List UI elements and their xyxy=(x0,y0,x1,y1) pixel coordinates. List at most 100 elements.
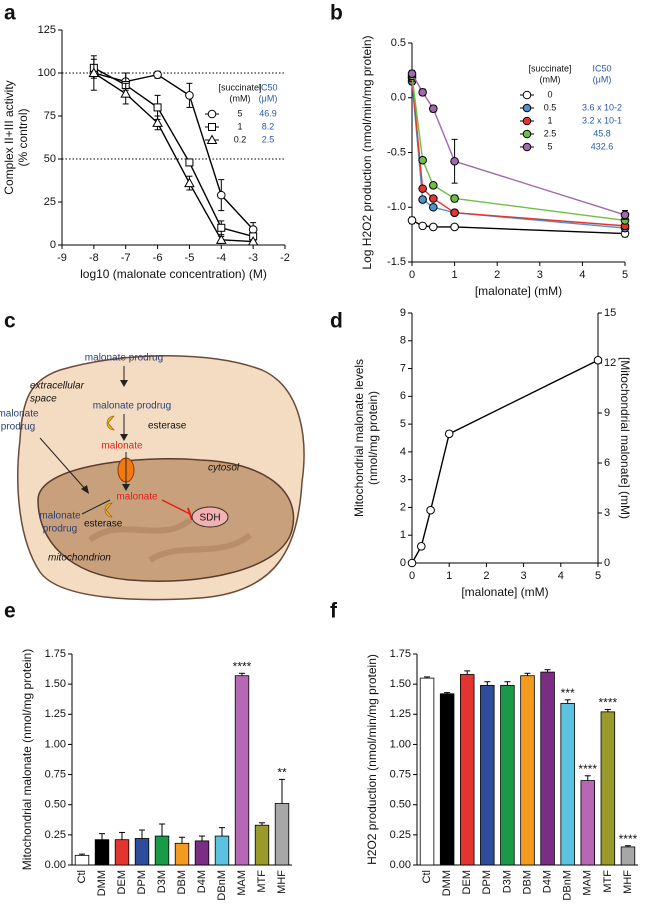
series-line xyxy=(411,219,626,235)
marker xyxy=(450,156,459,166)
marker xyxy=(418,155,427,165)
y-tick-label: 100 xyxy=(38,67,56,79)
marker xyxy=(429,222,438,232)
marker xyxy=(88,67,100,77)
y-tick-label: 0.00 xyxy=(390,859,411,871)
x-tick-label: D3M xyxy=(156,870,168,893)
bar xyxy=(480,684,495,866)
y-axis-label: (% control) xyxy=(16,108,30,166)
bar xyxy=(500,684,515,866)
marker xyxy=(120,88,132,98)
bar xyxy=(74,854,90,866)
fit-line xyxy=(411,359,599,564)
significance: ** xyxy=(277,766,287,780)
x-tick-label: DBnM xyxy=(562,870,574,901)
panel-letter: e xyxy=(4,600,16,623)
y-tick-label: 1.00 xyxy=(45,738,66,750)
y-tick-label: 0 xyxy=(50,239,56,251)
series-line xyxy=(411,77,626,227)
label: prodrug xyxy=(43,524,77,535)
y-tick-label: 2 xyxy=(400,501,406,513)
x-tick-label: -2 xyxy=(280,252,290,264)
y-tick-label: 1.75 xyxy=(45,648,66,660)
bar xyxy=(600,711,616,866)
x-tick-label: 5 xyxy=(595,570,601,582)
marker xyxy=(593,355,603,365)
series-line xyxy=(93,72,254,243)
series-line xyxy=(93,72,254,230)
bar xyxy=(580,780,596,866)
marker xyxy=(450,208,459,218)
y-tick-label: 75 xyxy=(44,110,56,122)
legend-title: IC50 xyxy=(258,82,277,92)
x-tick-label: -5 xyxy=(185,252,195,264)
x-tick-label: DPM xyxy=(136,870,148,894)
marker xyxy=(407,216,417,225)
label: SDH xyxy=(199,513,220,524)
marker xyxy=(429,202,438,212)
y-axis-label: Log H2O2 production (nmol/min/mg protein… xyxy=(360,35,374,269)
marker xyxy=(417,542,426,551)
label: extracellular xyxy=(30,381,85,392)
legend-label: 0.5 xyxy=(544,102,557,112)
x-tick-label: D3M xyxy=(501,870,513,893)
marker xyxy=(216,190,226,200)
x-tick-label: DBM xyxy=(176,870,188,894)
x-tick-label: -6 xyxy=(153,252,163,264)
x-tick-label: -3 xyxy=(248,252,258,264)
x-axis-label: [malonate] (mM) xyxy=(461,585,548,599)
label: esterase xyxy=(148,421,187,432)
marker xyxy=(522,103,532,113)
y-axis-label: Complex II+III activity xyxy=(2,80,16,194)
significance: **** xyxy=(619,832,638,846)
bar xyxy=(154,835,170,866)
y-tick-label: 1.50 xyxy=(390,678,411,690)
y-tick-label: -1.0 xyxy=(387,201,406,213)
marker xyxy=(522,116,532,126)
arrow xyxy=(81,499,111,515)
bar xyxy=(439,693,455,866)
bar xyxy=(234,675,250,866)
label: malonate xyxy=(101,441,143,452)
x-tick-label: DEM xyxy=(116,870,128,894)
marker xyxy=(247,236,259,246)
marker xyxy=(153,103,162,112)
y2-tick-label: 6 xyxy=(604,457,610,469)
legend-label: 0.2 xyxy=(234,134,247,144)
marker xyxy=(522,129,532,139)
marker xyxy=(248,225,258,234)
marker xyxy=(418,195,427,204)
arrow-head xyxy=(120,380,128,387)
arrow-head xyxy=(120,434,128,441)
y2-axis-label: [Mitochondrial malonate] (mM) xyxy=(618,357,632,519)
marker xyxy=(522,90,532,100)
y-tick-label: 1 xyxy=(400,529,406,541)
bar xyxy=(194,840,210,866)
y-tick-label: 1.25 xyxy=(45,708,66,720)
marker xyxy=(429,181,438,190)
marker xyxy=(206,134,218,144)
y-tick-label: -1.5 xyxy=(387,256,406,268)
legend-title: (μM) xyxy=(259,93,278,103)
legend-title: (mM) xyxy=(230,93,251,103)
y-tick-label: 1.75 xyxy=(390,648,411,660)
arrow-head xyxy=(81,485,89,494)
marker xyxy=(429,104,438,113)
y-tick-label: 4 xyxy=(400,446,406,458)
x-tick-label: 2 xyxy=(494,269,500,281)
legend-title: [succinate] xyxy=(218,82,261,92)
label: cytosol xyxy=(208,463,240,474)
x-axis-label: [malonate] (mM) xyxy=(475,284,562,298)
x-tick-label: MTF xyxy=(256,870,268,893)
x-tick-label: DMM xyxy=(96,870,108,896)
significance: **** xyxy=(233,659,252,673)
legend-ic50: 2.5 xyxy=(262,134,275,144)
sdh xyxy=(191,506,229,528)
panel-letter: d xyxy=(330,310,343,333)
x-tick-label: DEM xyxy=(461,870,473,894)
y-tick-label: 3 xyxy=(400,474,406,486)
label: mitochondrion xyxy=(48,553,111,564)
bar xyxy=(560,703,575,866)
x-tick-label: MTF xyxy=(602,870,614,893)
bar xyxy=(114,839,130,866)
